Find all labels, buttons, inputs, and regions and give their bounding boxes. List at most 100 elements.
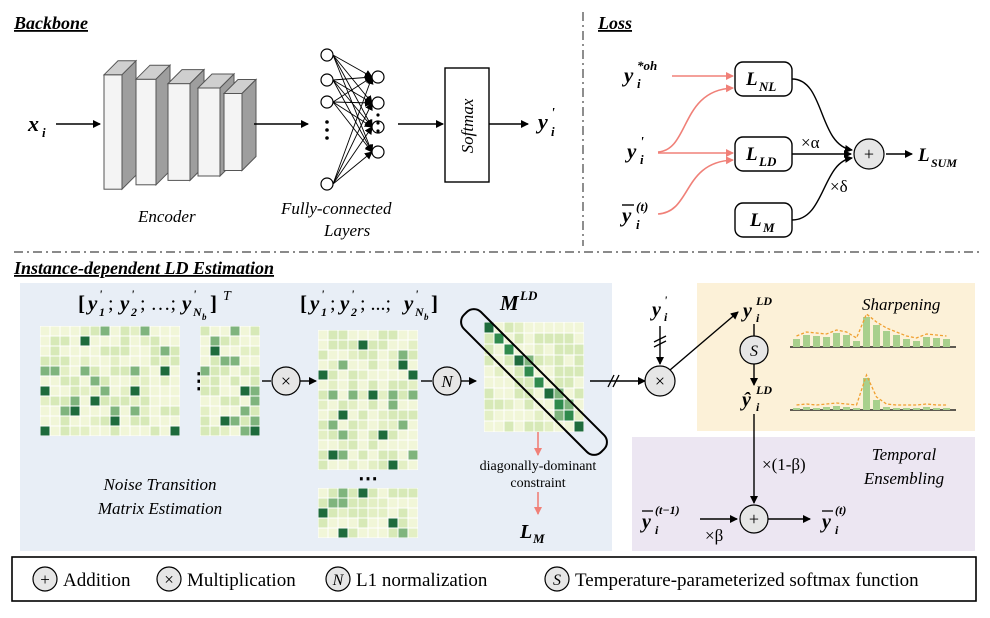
svg-text:2: 2 (130, 305, 137, 319)
loss-title: Loss (597, 13, 632, 33)
matrix-cell (140, 366, 150, 376)
svg-text:y: y (401, 291, 414, 315)
matrix-cell (130, 426, 140, 436)
mld-cell (514, 399, 524, 410)
matrix-cell (378, 420, 388, 430)
matrix-cell (338, 390, 348, 400)
matrix-cell (70, 396, 80, 406)
matrix-cell (388, 430, 398, 440)
matrix-cell (210, 326, 220, 336)
mld-cell (504, 399, 514, 410)
svg-text:×: × (281, 371, 291, 391)
mld-cell (554, 333, 564, 344)
matrix-cell (90, 346, 100, 356)
matrix-cell (318, 498, 328, 508)
matrix-cell (338, 498, 348, 508)
matrix-cell (318, 528, 328, 538)
matrix-cell (80, 416, 90, 426)
matrix-cell (250, 336, 260, 346)
svg-text:;: ; (108, 293, 114, 315)
fc-node (320, 73, 334, 87)
matrix-cell (408, 518, 418, 528)
matrix-cell (408, 420, 418, 430)
matrix-cell-dominant (40, 426, 50, 436)
histogram-bar (923, 407, 930, 410)
noise-label-line2: Matrix Estimation (97, 499, 222, 518)
matrix-cell (388, 410, 398, 420)
matrix-cell (90, 376, 100, 386)
mld-cell (544, 322, 554, 333)
encoder-block (103, 74, 123, 190)
distribution-before (790, 312, 956, 348)
matrix-cell (110, 346, 120, 356)
svg-text:i: i (756, 311, 760, 325)
matrix-cell (150, 326, 160, 336)
histogram-bar (943, 408, 950, 410)
svg-text:y: y (741, 300, 752, 322)
loss-input-arrows (657, 72, 734, 215)
matrix-cell (230, 416, 240, 426)
svg-text:×: × (164, 570, 174, 589)
matrix-cell (388, 528, 398, 538)
mld-cell (504, 410, 514, 421)
matrix-cell (388, 488, 398, 498)
svg-text:]: ] (431, 291, 438, 315)
matrix-cell (60, 426, 70, 436)
matrix-cell (328, 498, 338, 508)
matrix-cell (368, 360, 378, 370)
matrix-cell (50, 326, 60, 336)
matrix-cell (160, 416, 170, 426)
matrix-cell (40, 346, 50, 356)
matrix-cell (150, 376, 160, 386)
matrix-cell (348, 350, 358, 360)
matrix-cell-dominant (388, 518, 398, 528)
matrix-cell (210, 366, 220, 376)
matrix-cell (50, 426, 60, 436)
mld-cell (504, 344, 514, 355)
fc-node (320, 177, 334, 191)
matrix-cell (130, 376, 140, 386)
matrix-cell (368, 440, 378, 450)
svg-text:; ...;: ; ...; (360, 293, 391, 315)
matrix-cell (408, 498, 418, 508)
matrix-cell (160, 406, 170, 416)
matrix-cell-dominant (210, 346, 220, 356)
svg-text:+: + (749, 509, 759, 529)
matrix-cell (120, 356, 130, 366)
matrix-cell (130, 396, 140, 406)
matrix-cell (100, 356, 110, 366)
matrix-cell (150, 426, 160, 436)
matrix-cell-dominant (378, 430, 388, 440)
matrix-cell (100, 406, 110, 416)
matrix-cell (40, 366, 50, 376)
matrix-cell (200, 406, 210, 416)
histogram-bar (813, 336, 820, 347)
matrix-cell (398, 390, 408, 400)
lm-output: L M (519, 521, 545, 546)
histogram-bar (883, 407, 890, 410)
mld-cell (494, 366, 504, 377)
matrix-cell-dominant (110, 416, 120, 426)
matrix-cell (388, 380, 398, 390)
matrix-cell (398, 430, 408, 440)
matrix-cell (368, 430, 378, 440)
mld-cell (484, 355, 494, 366)
matrix-cell (80, 386, 90, 396)
matrix-cell (240, 336, 250, 346)
mld-cell (524, 322, 534, 333)
mld-cell (574, 344, 584, 355)
matrix-cell (378, 340, 388, 350)
matrix-cell (70, 336, 80, 346)
matrix-cell (318, 350, 328, 360)
y-prev: y (t−1) i (640, 503, 680, 537)
matrix-cell (378, 410, 388, 420)
matrix-cell (100, 336, 110, 346)
mld-cell (564, 333, 574, 344)
matrix-cell (220, 366, 230, 376)
mld-cell (524, 333, 534, 344)
histogram-bar (913, 408, 920, 410)
matrix-cell (368, 460, 378, 470)
matrix-cell (388, 350, 398, 360)
matrix-cell (80, 366, 90, 376)
matrix-cell (318, 410, 328, 420)
